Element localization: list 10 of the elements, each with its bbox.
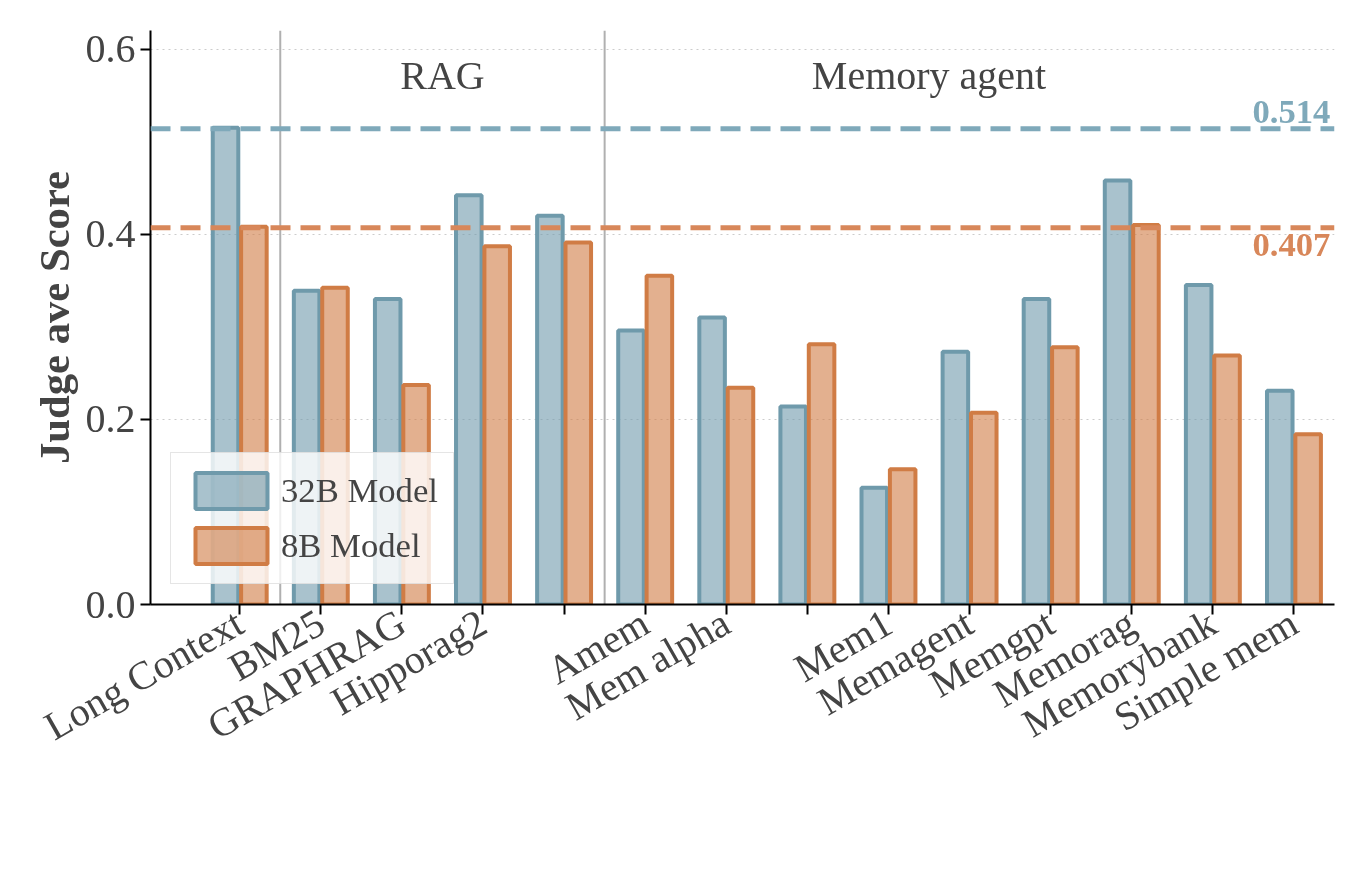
y-tick-label: 0.6 — [85, 26, 136, 72]
y-tick-label: 0.2 — [85, 396, 136, 442]
ref-line-label: 0.514 — [1252, 91, 1331, 130]
y-tick-label: 0.4 — [85, 211, 136, 257]
y-axis-title: Judge ave Score — [30, 170, 78, 465]
ref-line-label: 0.407 — [1252, 224, 1331, 263]
annotation: Memory agent — [811, 53, 1047, 98]
annotation: RAG — [400, 53, 485, 98]
legend-label: 32B Model — [281, 471, 438, 510]
legend-label: 8B Model — [281, 526, 421, 565]
